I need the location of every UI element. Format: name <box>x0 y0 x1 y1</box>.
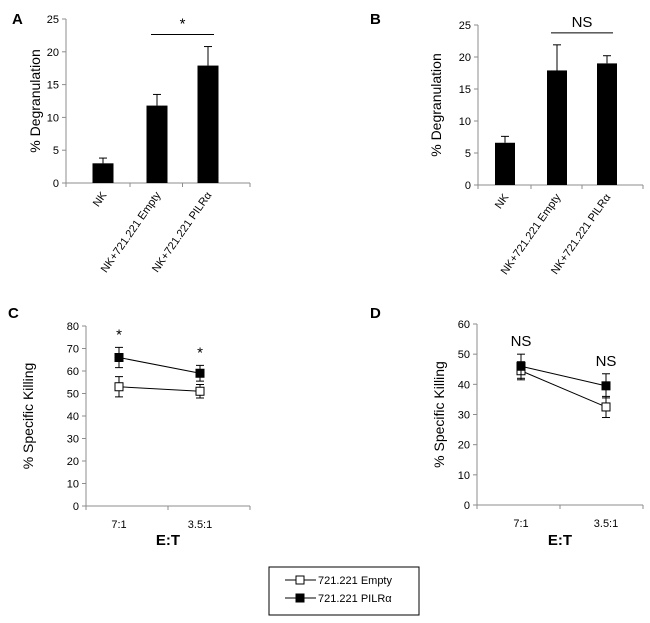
bar <box>197 65 219 183</box>
y-tick-label: 10 <box>47 112 59 124</box>
y-axis-label: % Degranulation <box>428 53 444 157</box>
significance-label: NS <box>596 353 617 370</box>
series-line <box>520 370 607 408</box>
significance-label: * <box>116 326 122 343</box>
category-label: 7:1 <box>513 518 528 530</box>
series-pilra <box>516 353 611 399</box>
category-label: NK <box>493 191 512 211</box>
data-point-marker <box>516 361 526 371</box>
data-point-marker <box>601 402 611 412</box>
panel-D: D 0 10 20 30 40 50 60 % Specific Killing 7:1 3.5:1… <box>370 305 644 549</box>
series-empty <box>114 376 205 399</box>
y-tick-label: 0 <box>464 500 470 512</box>
y-tick-label: 20 <box>458 440 470 452</box>
y-tick-label: 5 <box>465 148 471 160</box>
legend-label: 721.221 Empty <box>318 575 392 587</box>
bar <box>146 105 168 183</box>
data-point-marker <box>195 368 205 378</box>
legend-marker <box>295 593 305 603</box>
legend-box <box>268 566 420 616</box>
y-tick-label: 20 <box>47 47 59 59</box>
panel-letter: B <box>370 11 381 28</box>
x-axis-title: E:T <box>156 532 180 549</box>
significance-label: * <box>197 344 203 361</box>
y-tick-label: 40 <box>67 411 79 423</box>
y-axis-label: % Specific Killing <box>431 361 447 468</box>
y-tick-label: 20 <box>67 456 79 468</box>
significance-label: * <box>180 16 186 33</box>
bar <box>495 142 515 185</box>
panel-C: C 0 10 20 30 40 50 60 70 80 % Specific Killing 7:1 3… <box>8 305 251 549</box>
panel-letter: D <box>370 305 381 322</box>
series-empty <box>516 361 611 419</box>
y-tick-label: 25 <box>47 14 59 26</box>
significance-label: NS <box>572 14 593 31</box>
category-label: 3.5:1 <box>188 519 212 531</box>
y-tick-label: 60 <box>458 319 470 331</box>
y-tick-label: 10 <box>459 116 471 128</box>
legend-label: 721.221 PILRα <box>318 593 392 605</box>
category-label: NK <box>91 189 110 209</box>
data-point-marker <box>114 382 124 392</box>
category-label: 3.5:1 <box>594 518 618 530</box>
y-tick-label: 25 <box>459 20 471 32</box>
series-pilra <box>114 346 205 382</box>
y-tick-label: 0 <box>73 501 79 513</box>
bar <box>597 63 617 185</box>
data-point-marker <box>114 353 124 362</box>
panel-letter: A <box>12 11 23 28</box>
y-tick-label: 15 <box>459 84 471 96</box>
y-tick-label: 50 <box>67 389 79 401</box>
legend-marker <box>295 575 305 585</box>
y-tick-label: 20 <box>459 52 471 64</box>
series-line <box>118 357 201 374</box>
series-line <box>118 386 201 392</box>
y-tick-label: 10 <box>67 479 79 491</box>
series-line <box>520 365 607 387</box>
y-tick-label: 80 <box>67 321 79 333</box>
y-tick-label: 10 <box>458 470 470 482</box>
x-axis-title: E:T <box>548 532 572 549</box>
y-tick-label: 0 <box>465 180 471 192</box>
data-point-marker <box>601 381 611 391</box>
legend: 721.221 Empty 721.221 PILRα <box>268 566 420 616</box>
y-tick-label: 30 <box>67 434 79 446</box>
y-tick-label: 5 <box>53 145 59 157</box>
y-tick-label: 0 <box>53 178 59 190</box>
panel-letter: C <box>8 305 19 322</box>
y-tick-label: 15 <box>47 80 59 92</box>
category-label: 7:1 <box>111 519 126 531</box>
category-label: NK+721.221 PILRα <box>150 189 215 275</box>
y-tick-label: 70 <box>67 344 79 356</box>
y-axis-label: % Degranulation <box>27 49 43 153</box>
bar <box>92 163 114 183</box>
data-point-marker <box>195 386 205 396</box>
y-tick-label: 50 <box>458 349 470 361</box>
y-axis-label: % Specific Killing <box>20 363 36 470</box>
bar <box>547 70 567 185</box>
y-tick-label: 40 <box>458 379 470 391</box>
significance-label: NS <box>511 333 532 350</box>
y-tick-label: 60 <box>67 366 79 378</box>
y-tick-label: 30 <box>458 410 470 422</box>
